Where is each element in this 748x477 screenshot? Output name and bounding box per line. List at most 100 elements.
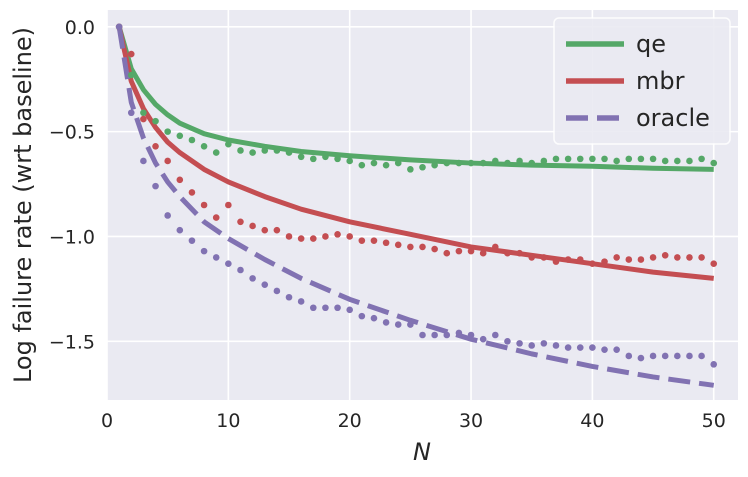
data-point-oracle xyxy=(394,321,402,328)
data-point-mbr xyxy=(309,235,317,242)
data-point-qe xyxy=(394,159,402,167)
data-point-oracle xyxy=(322,304,329,312)
data-point-mbr xyxy=(249,222,256,230)
data-point-oracle xyxy=(297,298,305,305)
data-point-mbr xyxy=(370,237,378,244)
data-point-qe xyxy=(164,128,171,135)
data-point-qe xyxy=(674,157,681,165)
data-point-mbr xyxy=(589,260,596,268)
data-point-qe xyxy=(637,155,645,163)
data-point-qe xyxy=(601,155,608,163)
data-point-oracle xyxy=(492,331,499,339)
data-point-mbr xyxy=(237,218,244,226)
data-point-qe xyxy=(382,161,390,169)
data-point-mbr xyxy=(407,243,414,251)
y-tick-label: −1.5 xyxy=(49,331,95,353)
data-point-mbr xyxy=(200,201,208,209)
data-point-qe xyxy=(273,147,281,154)
data-point-oracle xyxy=(176,226,184,234)
data-point-qe xyxy=(176,132,184,140)
data-point-qe xyxy=(322,153,329,161)
data-point-qe xyxy=(309,155,317,163)
data-point-oracle xyxy=(467,331,475,339)
data-point-mbr xyxy=(504,249,511,257)
data-point-mbr xyxy=(492,243,499,251)
data-point-mbr xyxy=(637,256,645,263)
data-point-oracle xyxy=(164,212,171,219)
data-point-mbr xyxy=(601,258,608,265)
fit-line-qe xyxy=(116,26,714,172)
y-tick-label: −1.0 xyxy=(49,226,95,248)
legend-label-mbr: mbr xyxy=(636,67,685,95)
legend-label-oracle: oracle xyxy=(636,104,710,132)
data-point-oracle xyxy=(455,329,463,337)
data-point-qe xyxy=(576,155,584,163)
data-point-mbr xyxy=(528,254,536,261)
data-point-qe xyxy=(152,117,159,125)
data-point-qe xyxy=(443,159,451,167)
data-point-oracle xyxy=(479,335,487,343)
legend-label-qe: qe xyxy=(636,30,666,58)
data-point-oracle xyxy=(552,342,560,349)
data-point-oracle xyxy=(504,337,511,345)
data-point-mbr xyxy=(322,233,329,240)
data-point-qe xyxy=(467,159,475,167)
data-point-mbr xyxy=(625,256,633,263)
y-tick-label: 0.0 xyxy=(65,17,95,39)
data-point-qe xyxy=(419,163,426,171)
data-point-mbr xyxy=(613,254,620,261)
data-point-oracle xyxy=(334,304,341,312)
x-tick-label: 10 xyxy=(216,410,240,432)
data-point-mbr xyxy=(297,235,305,242)
data-point-oracle xyxy=(212,254,220,261)
fit-line-mbr xyxy=(116,26,714,281)
data-point-oracle xyxy=(237,266,244,274)
data-point-mbr xyxy=(419,243,426,251)
data-point-oracle xyxy=(528,342,536,349)
data-point-qe xyxy=(140,109,147,117)
data-point-oracle xyxy=(285,293,293,301)
data-point-qe xyxy=(479,159,487,167)
data-points xyxy=(115,23,718,368)
data-point-oracle xyxy=(188,237,196,244)
legend-box xyxy=(553,17,731,145)
data-point-oracle xyxy=(200,247,208,255)
data-point-mbr xyxy=(176,176,184,184)
data-point-qe xyxy=(649,155,657,163)
data-point-qe xyxy=(492,157,499,165)
data-point-qe xyxy=(297,153,305,161)
data-point-oracle xyxy=(686,352,693,360)
data-point-mbr xyxy=(394,241,402,249)
data-point-oracle xyxy=(358,312,366,320)
data-point-mbr xyxy=(564,256,572,263)
data-point-oracle xyxy=(419,331,426,339)
data-point-oracle xyxy=(249,275,256,282)
data-point-qe xyxy=(698,155,705,163)
data-point-mbr xyxy=(285,233,293,240)
data-point-qe xyxy=(504,159,511,167)
data-point-mbr xyxy=(455,247,463,255)
data-point-mbr xyxy=(225,201,232,209)
data-point-mbr xyxy=(164,157,171,165)
data-point-oracle xyxy=(431,331,438,339)
data-point-mbr xyxy=(710,260,718,268)
y-tick-label: −0.5 xyxy=(49,122,95,144)
data-point-oracle xyxy=(589,344,596,351)
data-point-mbr xyxy=(152,142,159,150)
data-point-qe xyxy=(370,159,378,167)
data-point-qe xyxy=(564,155,572,163)
data-point-mbr xyxy=(661,252,669,259)
data-point-mbr xyxy=(358,237,366,244)
data-point-oracle xyxy=(115,23,123,31)
data-point-oracle xyxy=(370,314,378,322)
data-point-mbr xyxy=(127,50,135,58)
data-point-mbr xyxy=(674,254,681,261)
data-point-oracle xyxy=(261,281,269,288)
data-point-mbr xyxy=(576,256,584,263)
x-axis-label: N xyxy=(413,438,431,466)
data-point-qe xyxy=(261,147,269,154)
data-point-mbr xyxy=(467,247,475,255)
data-point-oracle xyxy=(225,260,232,268)
data-point-qe xyxy=(589,155,596,163)
